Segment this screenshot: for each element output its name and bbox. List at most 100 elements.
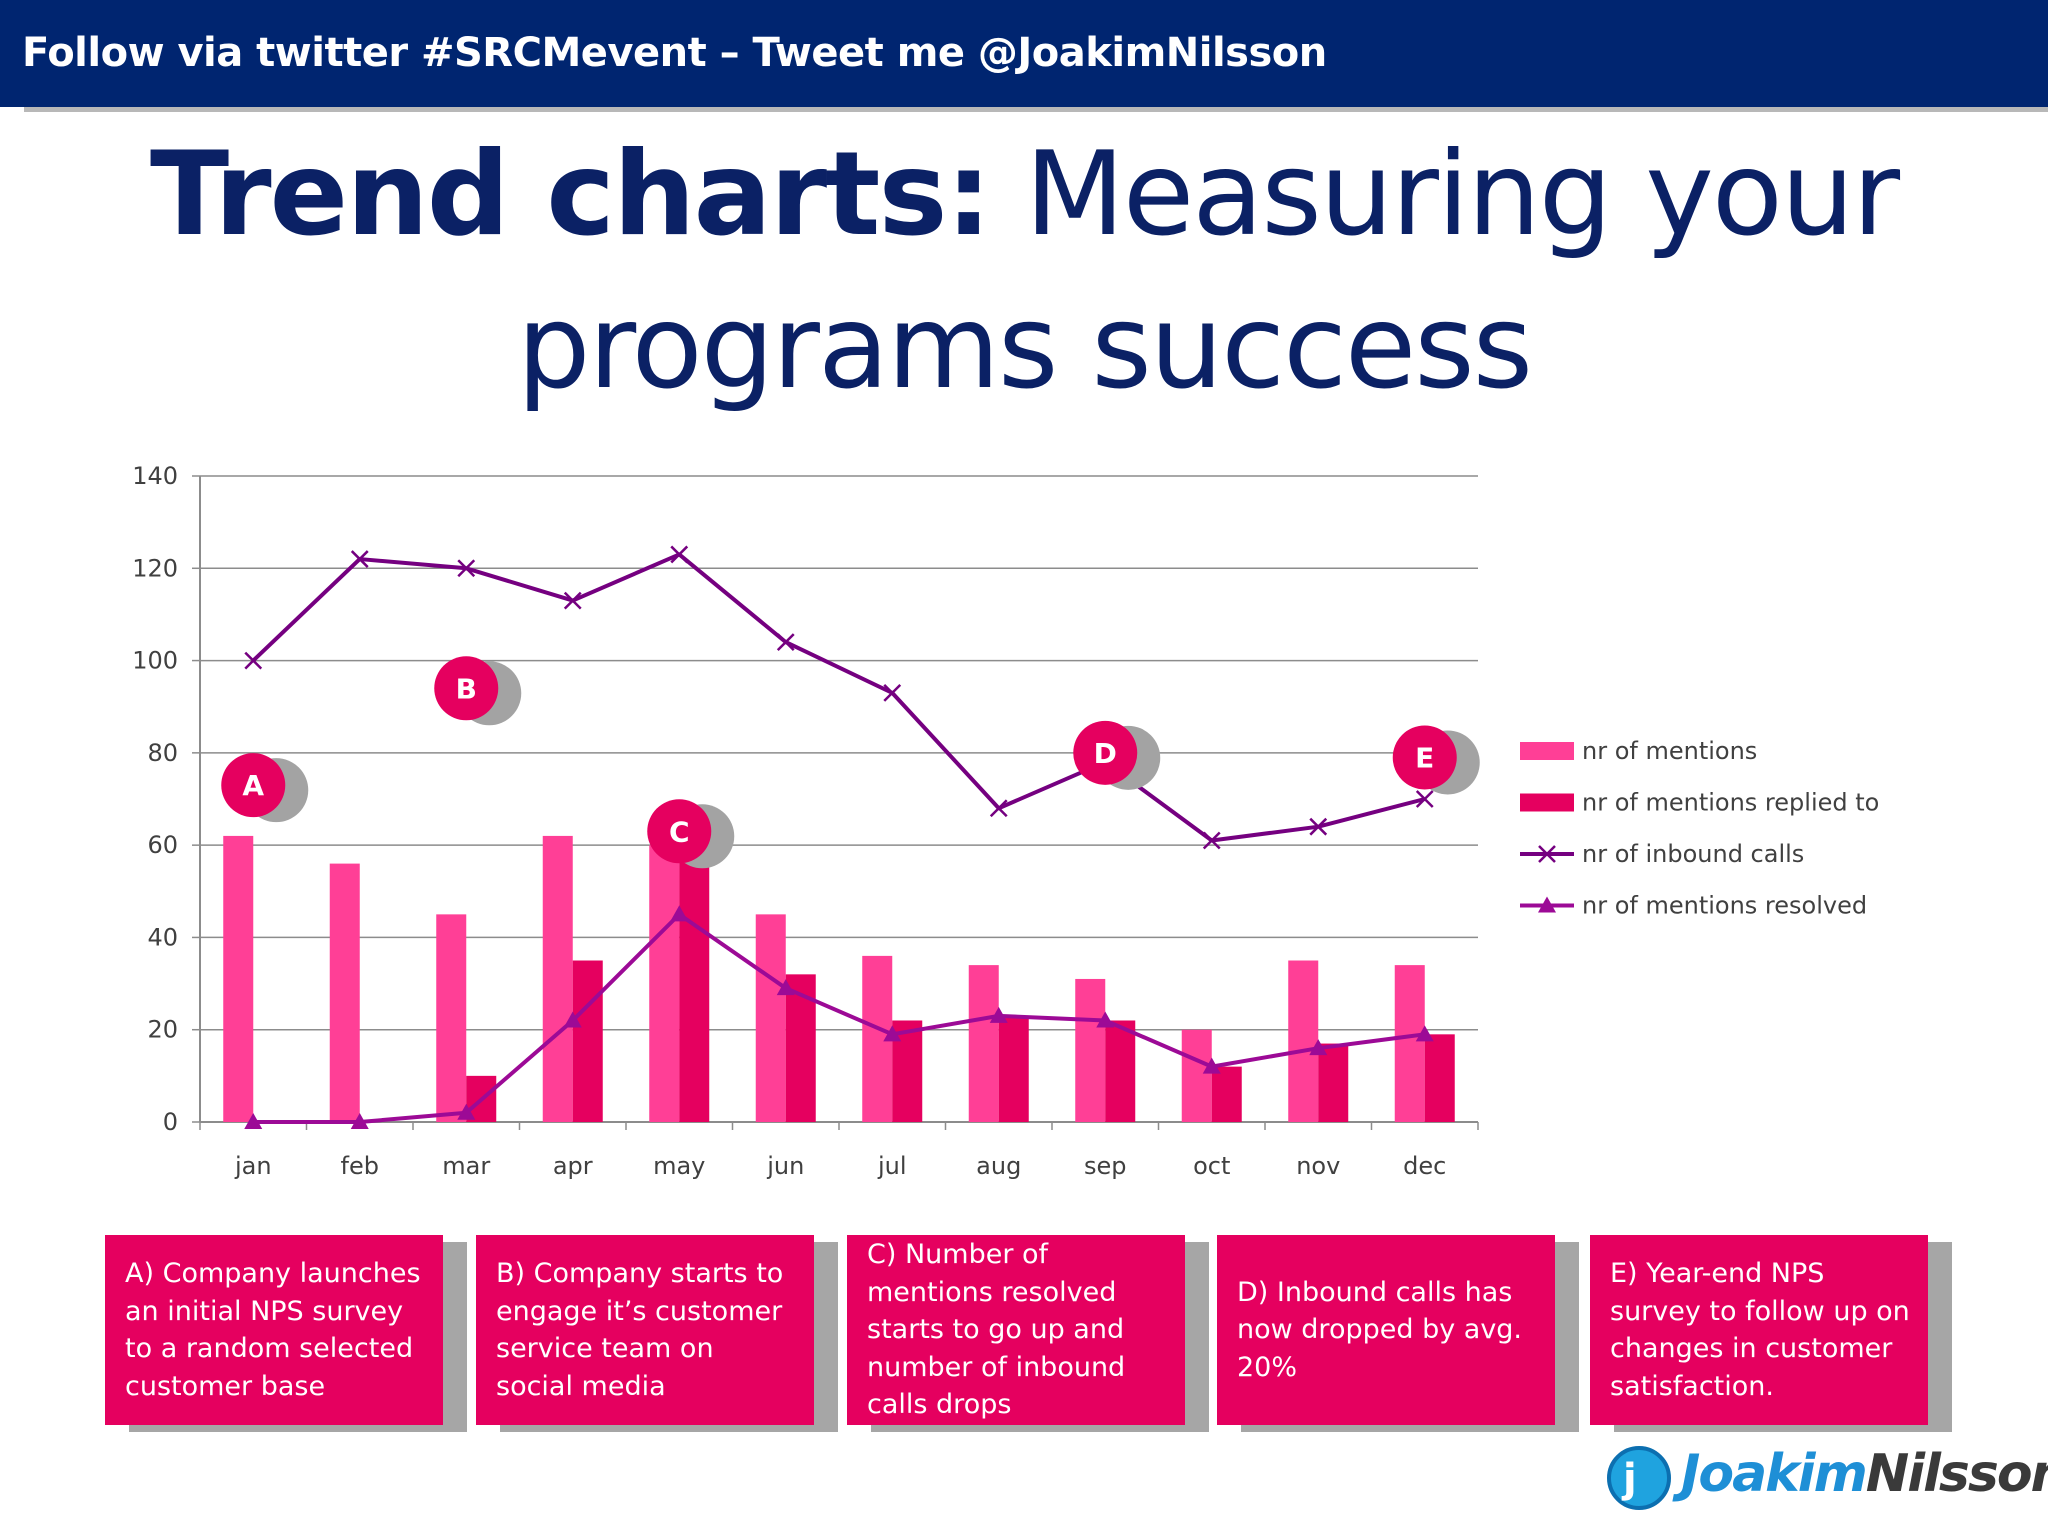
x-tick-label: apr — [553, 1152, 593, 1180]
callout-label: D — [1094, 737, 1117, 770]
legend-swatch — [1520, 742, 1574, 760]
y-tick-label: 140 — [132, 462, 178, 490]
x-marker — [1415, 790, 1434, 808]
x-tick-label: mar — [442, 1152, 490, 1180]
note-b: B) Company starts to engage it’s custome… — [476, 1235, 838, 1432]
callout-label: E — [1415, 741, 1434, 774]
triangle-marker — [1415, 1025, 1434, 1042]
x-marker — [1202, 831, 1221, 850]
legend-triangle-marker — [1538, 896, 1556, 913]
note-e: E) Year-end NPS survey to follow up on c… — [1590, 1235, 1952, 1432]
note-box: D) Inbound calls has now dropped by avg.… — [1217, 1235, 1555, 1425]
note-a: A) Company launches an initial NPS surve… — [105, 1235, 467, 1432]
legend-label: nr of mentions replied to — [1582, 789, 1879, 817]
slide-title: Trend charts: Measuring your programs su… — [0, 118, 2048, 424]
x-tick-label: jul — [877, 1152, 907, 1180]
bar — [542, 835, 573, 1122]
note-c-text: C) Number of mentions resolved starts to… — [867, 1239, 1126, 1421]
x-marker — [989, 799, 1008, 818]
header-banner: Follow via twitter #SRCMevent – Tweet me… — [0, 0, 2048, 107]
series-line — [253, 912, 1426, 1124]
triangle-marker — [883, 1025, 902, 1042]
y-tick-label: 80 — [147, 739, 178, 767]
bar — [329, 863, 360, 1122]
legend-label: nr of inbound calls — [1582, 840, 1804, 868]
x-marker — [883, 683, 902, 702]
bar — [1424, 1034, 1455, 1122]
x-marker — [776, 633, 795, 651]
callout-marker — [1392, 725, 1457, 790]
note-d-text: D) Inbound calls has now dropped by avg.… — [1237, 1276, 1523, 1383]
note-b-text: B) Company starts to engage it’s custome… — [496, 1258, 784, 1402]
y-tick-label: 100 — [132, 647, 178, 675]
x-marker — [457, 559, 476, 578]
bar — [679, 858, 710, 1122]
x-tick-label: oct — [1193, 1152, 1230, 1180]
logo-wordmark: JoakimNilsson — [1681, 1444, 2048, 1504]
x-marker — [1309, 817, 1328, 836]
bar — [649, 845, 680, 1122]
note-d: D) Inbound calls has now dropped by avg.… — [1217, 1235, 1579, 1432]
y-tick-label: 20 — [147, 1016, 178, 1044]
legend-label: nr of mentions — [1582, 737, 1757, 765]
x-tick-label: aug — [976, 1152, 1021, 1180]
note-e-text: E) Year-end NPS survey to follow up on c… — [1610, 1258, 1910, 1402]
callout-marker — [434, 656, 499, 721]
x-tick-label: nov — [1296, 1152, 1340, 1180]
x-tick-label: dec — [1403, 1152, 1446, 1180]
bar — [1318, 1043, 1349, 1122]
banner-text: Follow via twitter #SRCMevent – Tweet me… — [22, 30, 1327, 76]
bar — [572, 960, 603, 1122]
triangle-marker — [1309, 1039, 1328, 1056]
bar — [1075, 978, 1106, 1122]
triangle-marker — [563, 1011, 582, 1028]
slide-title-rest: Measuring your programs success — [516, 127, 1900, 415]
x-tick-label: jan — [234, 1152, 272, 1180]
note-a-text: A) Company launches an initial NPS surve… — [125, 1258, 421, 1402]
note-c: C) Number of mentions resolved starts to… — [847, 1235, 1209, 1432]
triangle-marker — [670, 905, 689, 922]
bar — [968, 965, 999, 1122]
y-tick-label: 0 — [163, 1108, 178, 1136]
triangle-marker — [1202, 1057, 1221, 1074]
banner-divider — [24, 107, 2048, 112]
triangle-marker — [244, 1113, 263, 1129]
x-marker — [244, 651, 263, 670]
note-box: E) Year-end NPS survey to follow up on c… — [1590, 1235, 1928, 1425]
y-tick-label: 120 — [132, 554, 178, 582]
triangle-marker — [457, 1103, 476, 1120]
callout-marker — [647, 799, 712, 864]
slide-title-bold: Trend charts: — [149, 127, 992, 262]
bar — [223, 835, 254, 1122]
brand-logo: j JoakimNilsson — [1607, 1442, 2048, 1512]
legend-x-marker — [1538, 845, 1556, 863]
x-tick-label: feb — [341, 1152, 379, 1180]
bar — [1394, 965, 1425, 1122]
bar — [1211, 1066, 1242, 1122]
y-tick-label: 40 — [147, 923, 178, 951]
x-tick-label: may — [653, 1152, 705, 1180]
x-tick-label: sep — [1084, 1152, 1127, 1180]
bar — [1288, 960, 1319, 1122]
x-tick-label: jun — [766, 1152, 804, 1180]
legend-swatch — [1520, 793, 1574, 812]
x-marker — [563, 591, 582, 610]
triangle-marker — [989, 1006, 1008, 1023]
x-marker — [350, 550, 369, 568]
triangle-marker — [350, 1113, 369, 1129]
callout-marker — [221, 753, 286, 818]
bar — [998, 1015, 1029, 1122]
note-box: C) Number of mentions resolved starts to… — [847, 1235, 1185, 1425]
bar — [1181, 1029, 1212, 1122]
x-marker — [670, 545, 689, 564]
legend-label: nr of mentions resolved — [1582, 892, 1867, 920]
callout-marker — [1073, 720, 1138, 785]
note-box: B) Company starts to engage it’s custome… — [476, 1235, 814, 1425]
note-box: A) Company launches an initial NPS surve… — [105, 1235, 443, 1425]
logo-mark-icon: j — [1607, 1446, 1671, 1510]
logo-last-name: Nilsson — [1865, 1444, 2048, 1504]
logo-first-name: Joakim — [1681, 1444, 1868, 1504]
triangle-marker — [776, 979, 795, 996]
logo-mark-letter: j — [1623, 1456, 1637, 1502]
